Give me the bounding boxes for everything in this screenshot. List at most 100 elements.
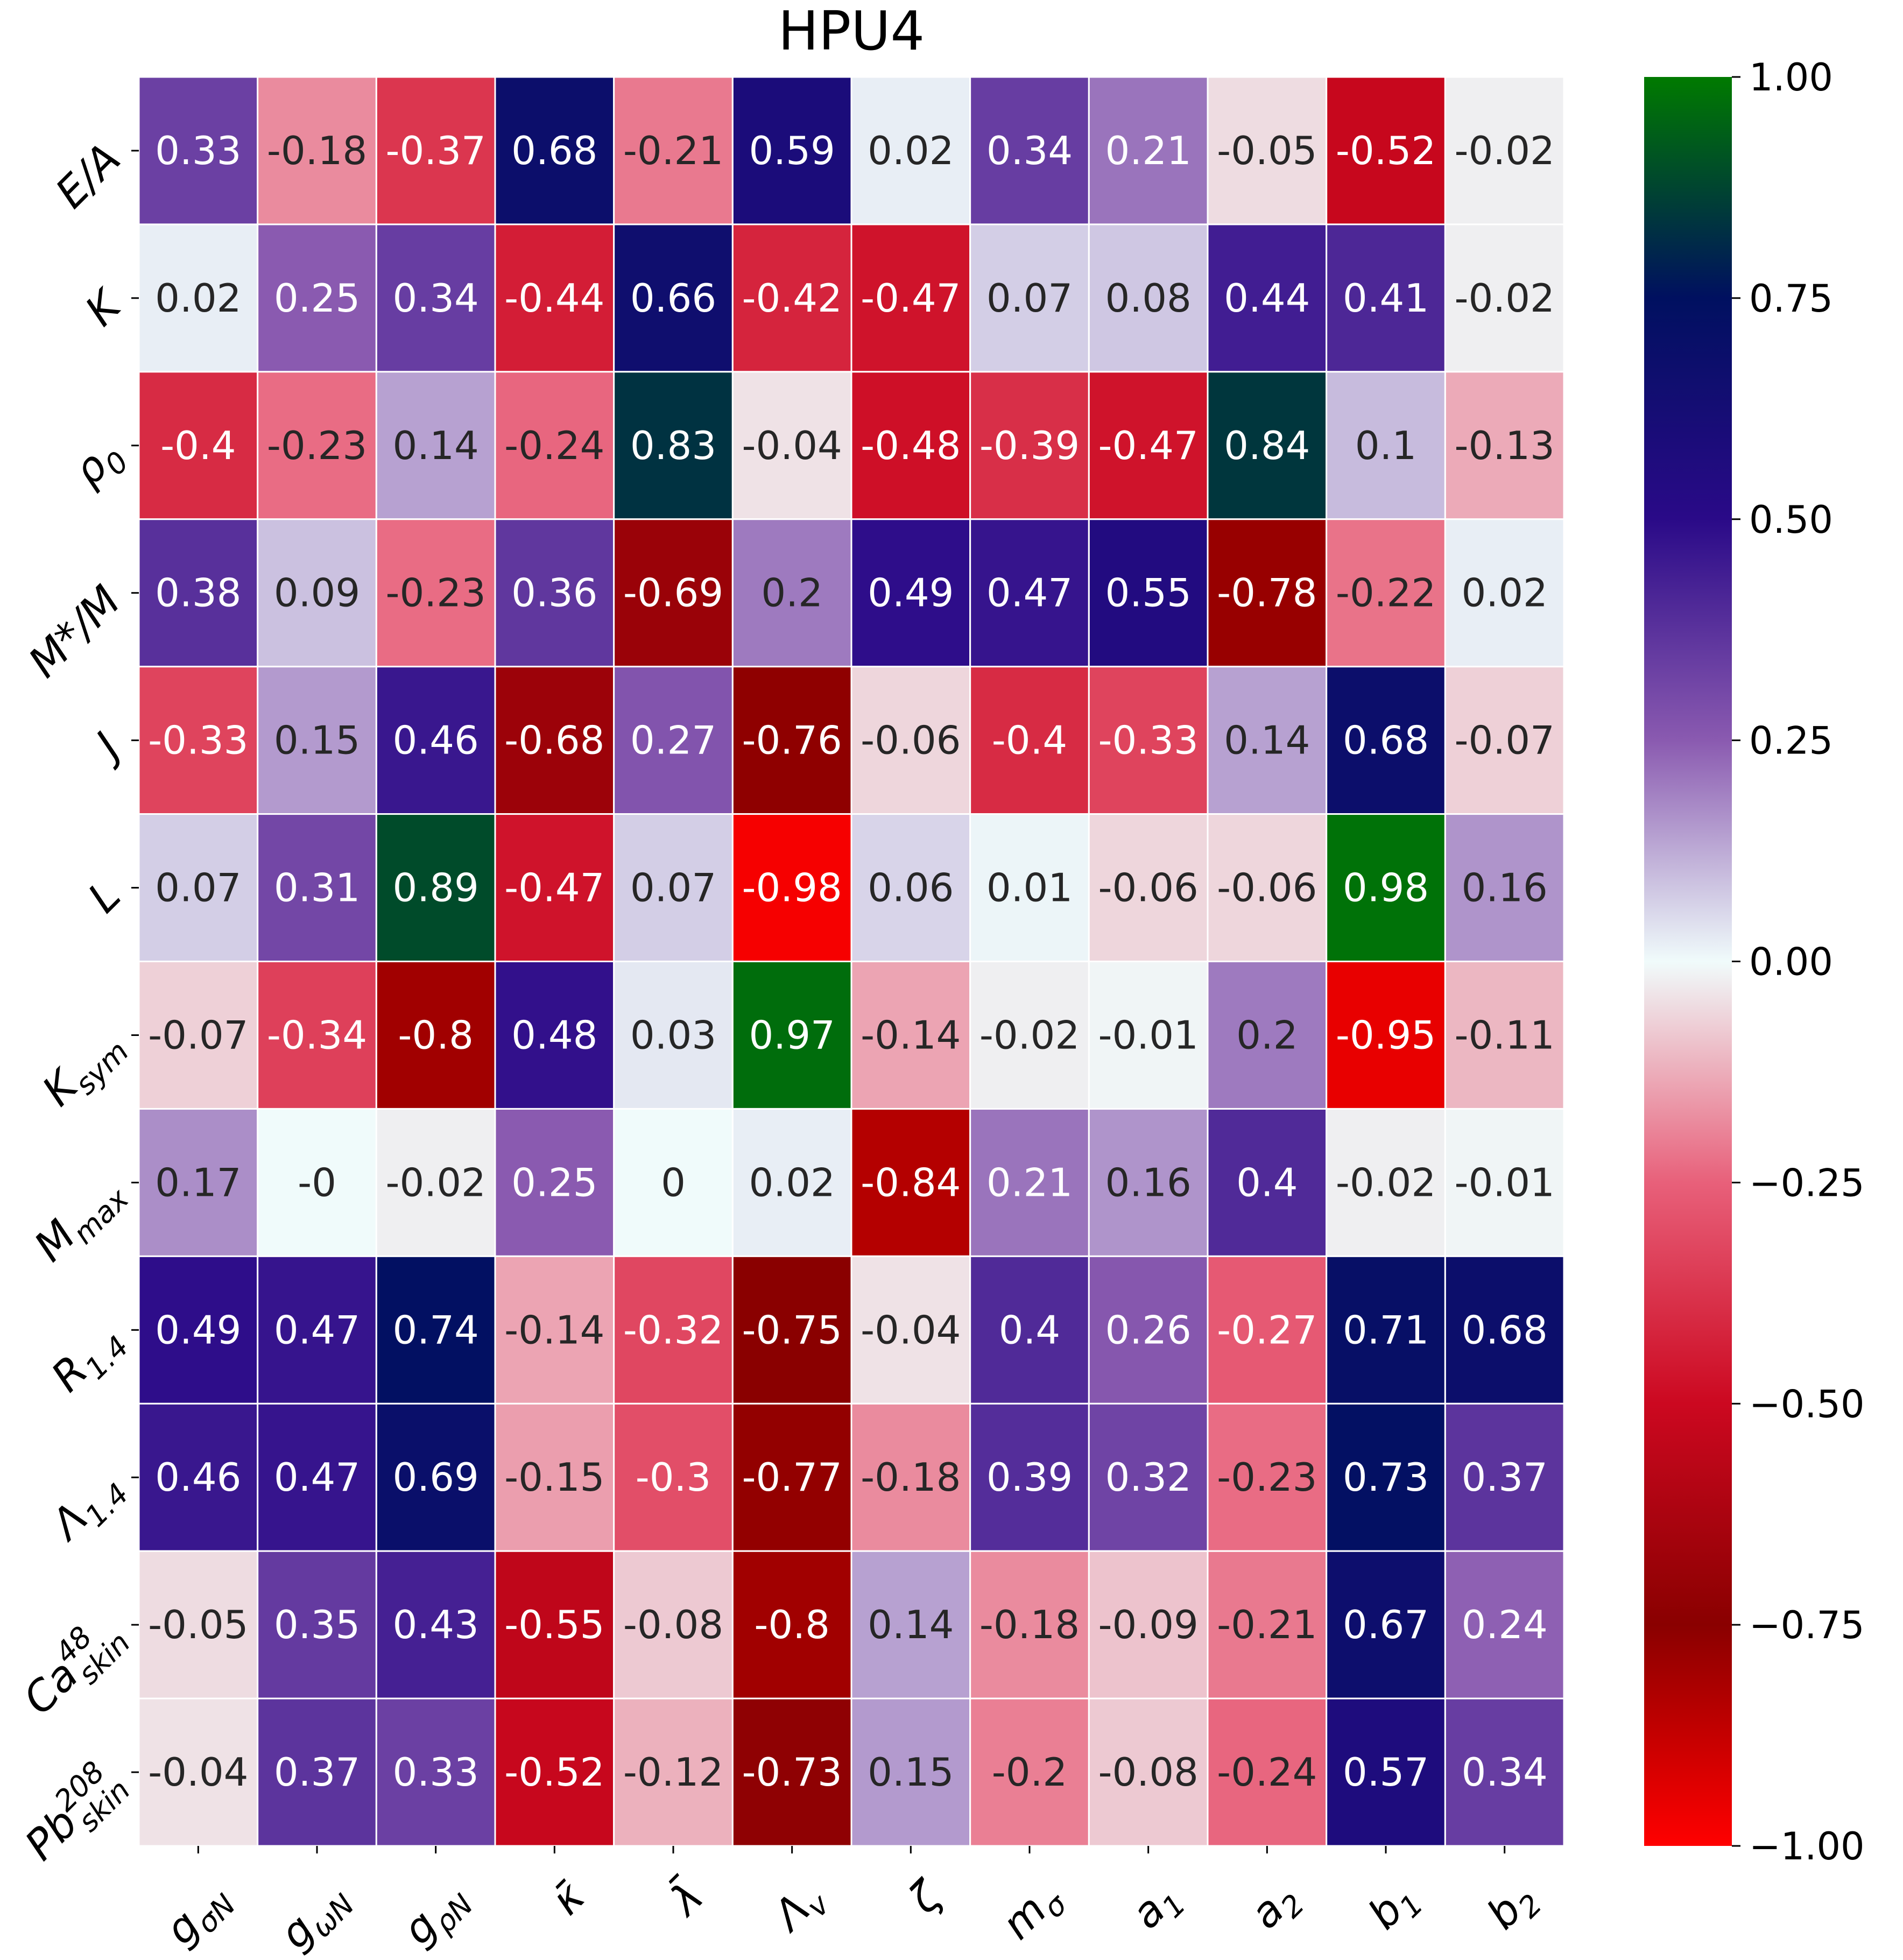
cell-value-label: -0.07	[1455, 718, 1555, 763]
heatmap-cell	[850, 1697, 971, 1847]
heatmap-cell	[613, 1550, 734, 1700]
cell-value-label: -0.24	[1217, 1750, 1317, 1795]
heatmap-cell	[494, 1550, 615, 1700]
heatmap-cell	[613, 1402, 734, 1552]
heatmap-cell	[494, 371, 615, 520]
cell-value-label: -0.27	[1217, 1307, 1317, 1352]
cell-value-label: -0.73	[742, 1750, 842, 1795]
x-axis-label: Λv	[763, 1872, 837, 1946]
heatmap-cell	[138, 813, 259, 963]
cell-value-label: -0.47	[1098, 423, 1199, 468]
cell-value-label: 0.69	[393, 1455, 479, 1500]
heatmap-cell	[731, 961, 852, 1110]
cell-value-label: -0.18	[861, 1455, 961, 1500]
colorbar-gradient	[1644, 77, 1732, 1846]
colorbar-tick-label: 0.50	[1749, 498, 1833, 542]
cell-value-label: -0.05	[1217, 128, 1317, 173]
cell-value-label: -0.01	[1098, 1012, 1199, 1057]
cell-value-label: 0.48	[511, 1012, 597, 1057]
colorbar-tick-label: 1.00	[1749, 55, 1833, 100]
cell-value-label: 0.41	[1343, 276, 1429, 321]
heatmap-cell	[375, 1697, 496, 1847]
cell-value-label: 0.57	[1343, 1750, 1429, 1795]
heatmap-cell	[969, 813, 1090, 963]
heatmap-cell	[138, 666, 259, 815]
cell-value-label: 0.67	[1343, 1602, 1429, 1647]
x-axis-label: λ̄	[659, 1872, 713, 1926]
heatmap-cell	[494, 1402, 615, 1552]
heatmap-cell	[969, 1108, 1090, 1257]
heatmap-cell	[1207, 76, 1328, 225]
heatmap-cell	[1088, 223, 1209, 373]
cell-value-label: -0.02	[979, 1012, 1080, 1057]
colorbar-tick-label: −0.75	[1749, 1603, 1865, 1647]
heatmap-cell	[731, 1255, 852, 1405]
cell-value-label: -0.4	[992, 718, 1067, 763]
cell-value-label: -0.08	[1098, 1750, 1199, 1795]
heatmap-cell	[257, 76, 377, 225]
heatmap-cell	[1444, 1402, 1565, 1552]
cell-value-label: 0.2	[761, 570, 823, 616]
cell-value-label: 0.14	[868, 1602, 954, 1647]
cell-value-label: 0.01	[986, 865, 1073, 911]
cell-value-label: -0.84	[861, 1160, 961, 1205]
heatmap-cell	[375, 518, 496, 668]
cell-value-label: 0.17	[155, 1160, 241, 1205]
cell-value-label: 0.33	[393, 1750, 479, 1795]
cell-value-label: 0.34	[986, 128, 1073, 173]
cell-value-label: 0.71	[1343, 1307, 1429, 1352]
heatmap-cell	[1444, 371, 1565, 520]
cell-value-label: 0.46	[393, 718, 479, 763]
cell-value-label: 0.24	[1462, 1602, 1548, 1647]
cell-value-label: -0.23	[386, 570, 486, 616]
x-axis-label: a2	[1241, 1873, 1311, 1943]
heatmap-cell	[138, 371, 259, 520]
cell-value-label: -0.78	[1217, 570, 1317, 616]
heatmap-cell	[1444, 1697, 1565, 1847]
cell-value-label: -0.22	[1336, 570, 1436, 616]
cell-value-label: 0.25	[274, 276, 360, 321]
x-axis-label: gσN	[156, 1873, 242, 1959]
cell-value-label: 0.73	[1343, 1455, 1429, 1500]
cell-value-label: -0.34	[267, 1012, 367, 1057]
cell-value-label: 0.38	[155, 570, 241, 616]
cell-value-label: 0.21	[986, 1160, 1073, 1205]
y-axis-label: L	[79, 871, 130, 922]
cell-value-label: -0.14	[861, 1012, 961, 1057]
cell-value-label: -0.05	[148, 1602, 248, 1647]
heatmap-cell	[1444, 961, 1565, 1110]
cell-value-label: 0.15	[868, 1750, 954, 1795]
cell-value-label: -0.11	[1455, 1012, 1555, 1057]
heatmap-cell	[375, 961, 496, 1110]
heatmap-cell	[969, 1255, 1090, 1405]
heatmap-cell	[1207, 813, 1328, 963]
cell-value-label: -0.02	[386, 1160, 486, 1205]
cell-value-label: -0.42	[742, 276, 842, 321]
x-axis-label: b2	[1478, 1873, 1548, 1943]
heatmap-cell	[257, 1108, 377, 1257]
cell-value-label: 0.26	[1105, 1307, 1192, 1352]
cell-value-label: 0.47	[274, 1455, 360, 1500]
colorbar-tick-label: 0.00	[1749, 940, 1833, 984]
heatmap-cell	[613, 666, 734, 815]
heatmap-cell	[1088, 813, 1209, 963]
colorbar-tick-label: 0.75	[1749, 277, 1833, 321]
cell-value-label: 0	[661, 1160, 686, 1205]
x-axis-label: a1	[1122, 1873, 1192, 1943]
y-axis-label: E/A	[47, 135, 130, 218]
heatmap-cell	[613, 371, 734, 520]
heatmap-cell	[969, 1402, 1090, 1552]
heatmap-cell	[1444, 518, 1565, 668]
cell-value-label: 0.1	[1355, 423, 1417, 468]
heatmap-cell	[257, 1697, 377, 1847]
heatmap-cell	[1326, 518, 1446, 668]
heatmap-cell	[138, 223, 259, 373]
cell-value-label: 0.34	[1462, 1750, 1548, 1795]
cell-value-label: 0.49	[868, 570, 954, 616]
cell-value-label: 0.27	[630, 718, 716, 763]
heatmap-cell	[375, 76, 496, 225]
cell-value-label: -0.52	[504, 1750, 604, 1795]
cell-value-label: 0.36	[511, 570, 597, 616]
cell-value-label: 0.55	[1105, 570, 1192, 616]
